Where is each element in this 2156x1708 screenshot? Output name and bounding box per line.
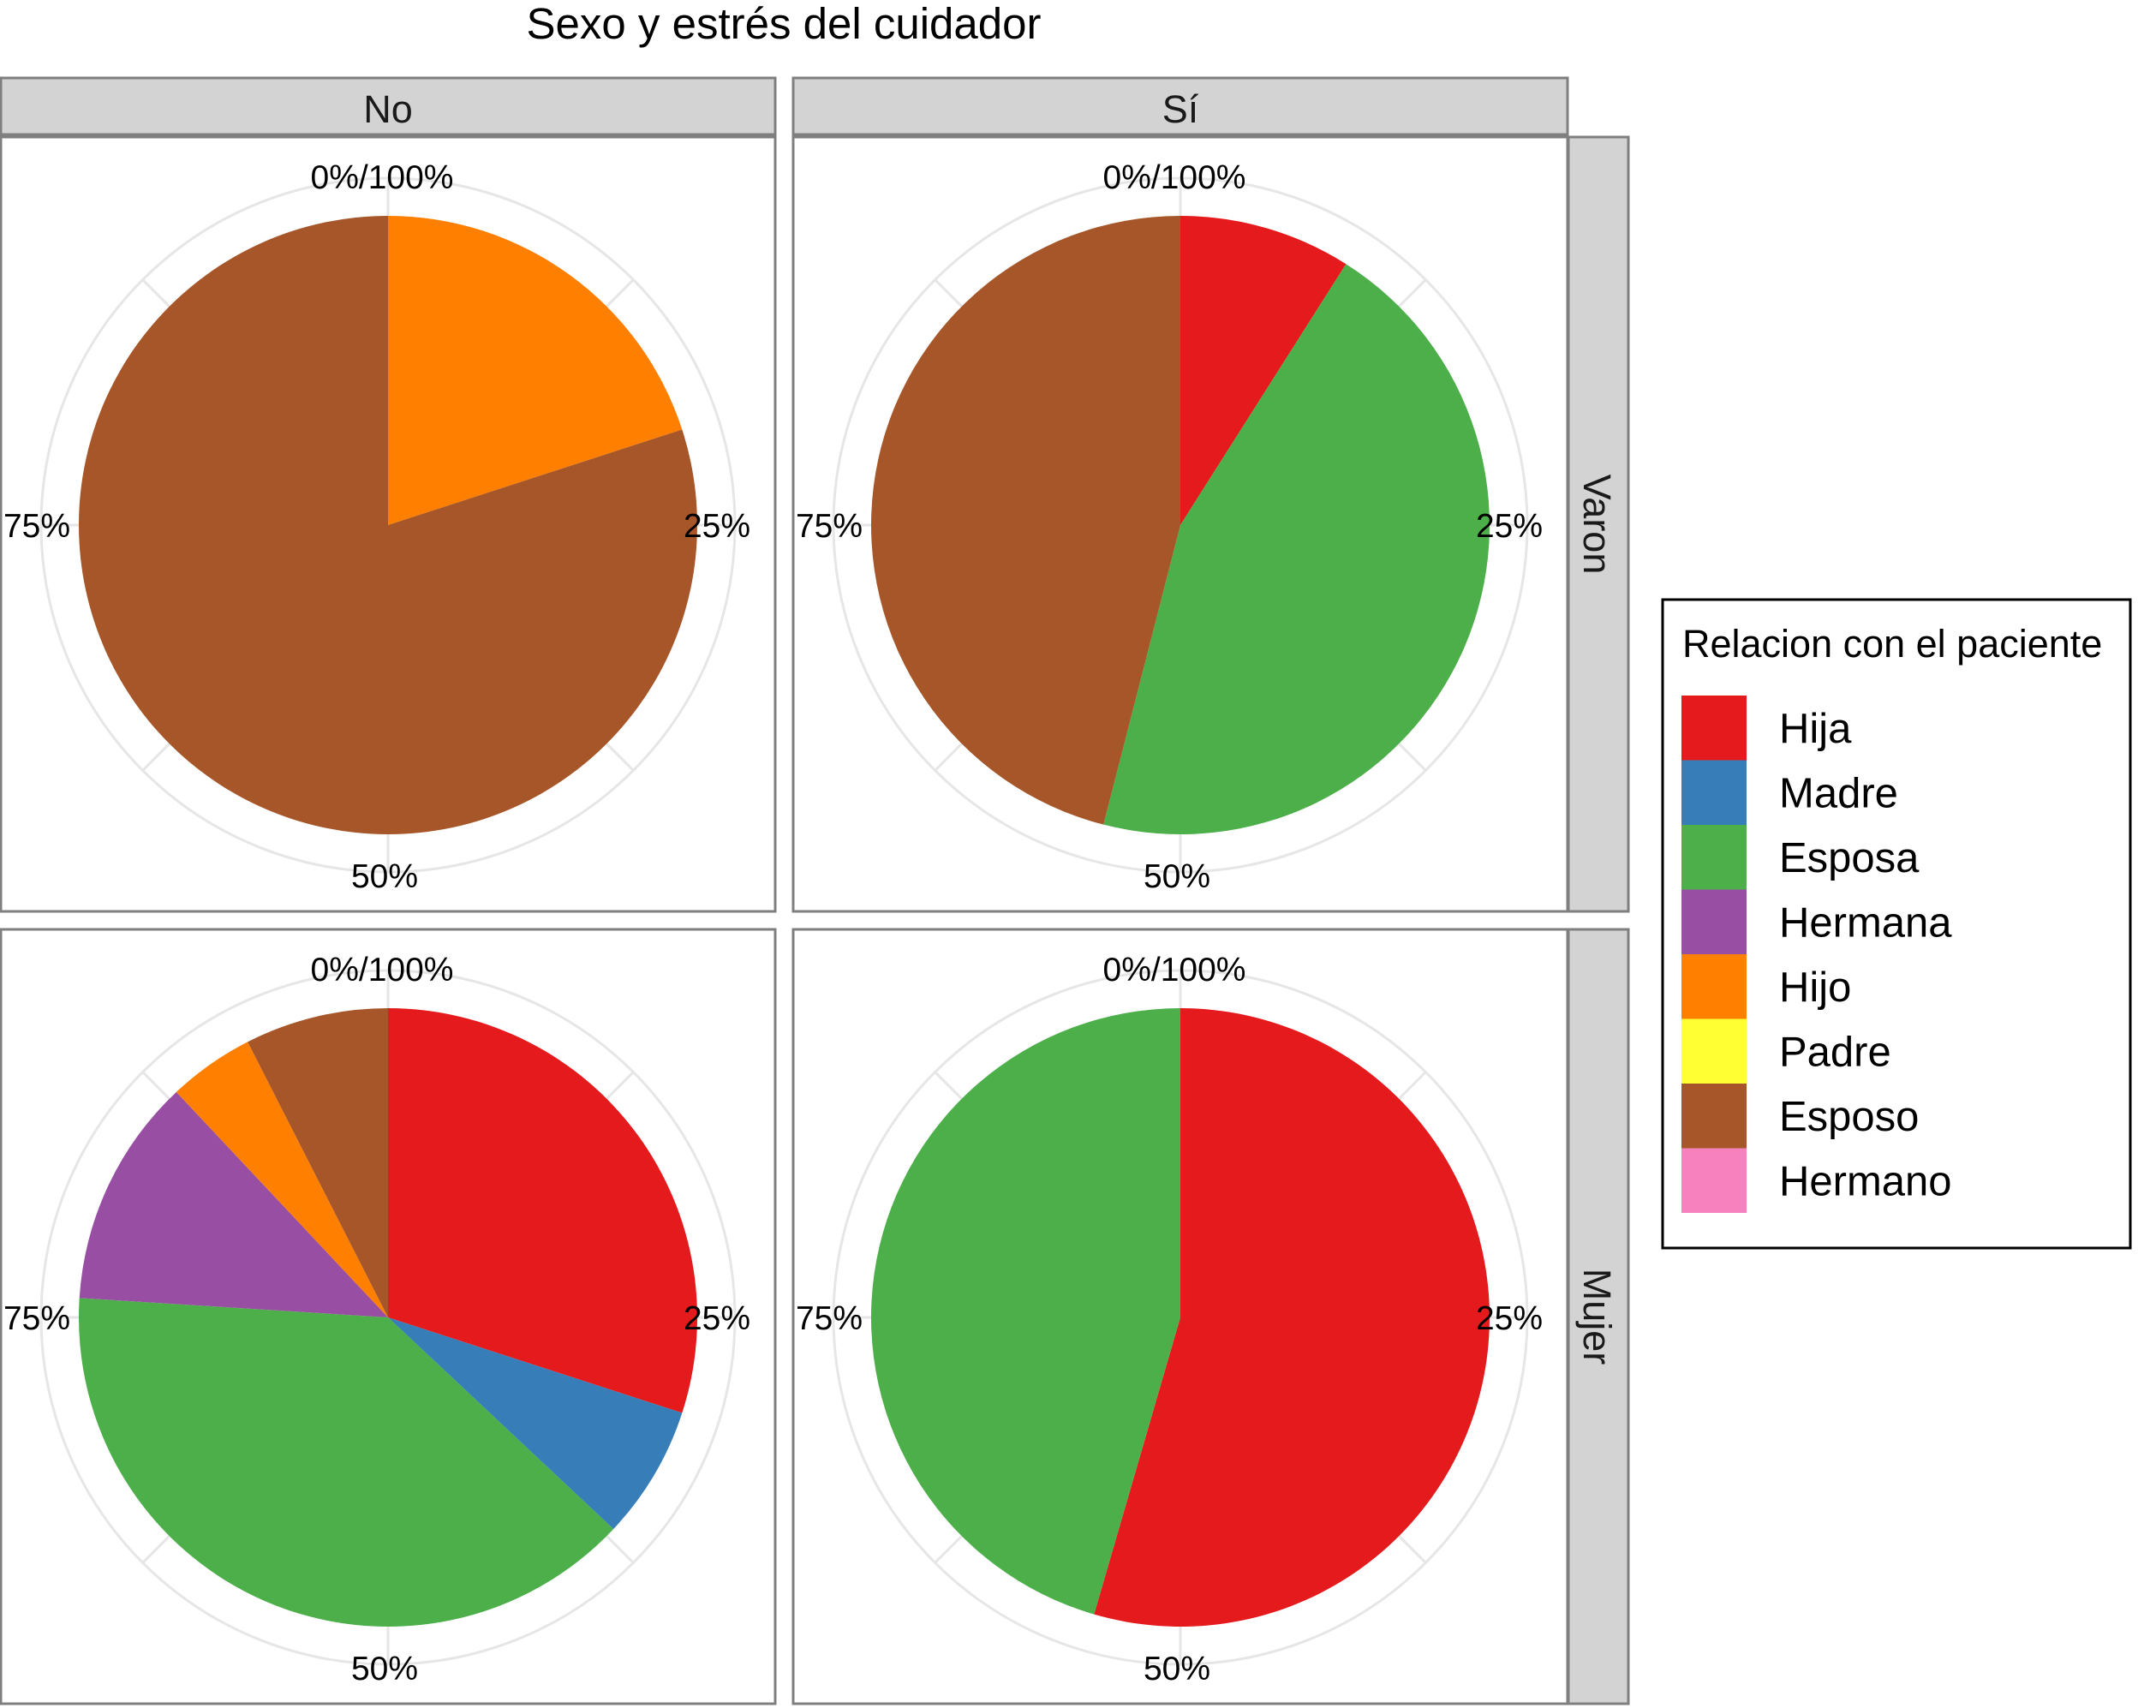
legend-label-hija: Hija (1779, 706, 1852, 752)
legend-label-hijo: Hijo (1779, 964, 1851, 1011)
column-strip-label-si: Sí (1162, 87, 1199, 131)
legend-label-madre: Madre (1779, 771, 1898, 817)
legend-key-madre (1681, 760, 1747, 825)
column-strip-no (0, 76, 777, 136)
slice-esposa-no-mujer (78, 1298, 614, 1627)
legend-key-padre (1681, 1018, 1747, 1084)
panel-border-no-varon (0, 135, 777, 913)
pie-panel-si-varon: 0%/100% 25% 50% 75% (791, 135, 1569, 913)
row-strip-label-varon: Varon (1575, 475, 1619, 575)
column-strip-label-no: No (363, 87, 413, 131)
legend-key-esposo (1681, 1084, 1747, 1149)
column-strip-si (791, 76, 1569, 136)
slice-hijo-no-varon (388, 216, 683, 525)
slice-esposa-si-varon (1103, 264, 1490, 835)
panel-border-si-mujer (791, 928, 1569, 1705)
slice-hija-no-mujer (388, 1008, 698, 1413)
angle-tick-label-25-si-mujer: 25% (1476, 1300, 1543, 1337)
slice-madre-no-mujer (388, 1317, 683, 1530)
panel-border-no-mujer (0, 928, 777, 1705)
legend-key-esposa (1681, 825, 1747, 890)
angle-tick-label-75-si-varon: 75% (796, 508, 863, 545)
angle-tick-label-50-no-varon: 50% (351, 858, 418, 895)
legend-label-hermano: Hermano (1779, 1159, 1952, 1205)
legend-label-esposo: Esposo (1779, 1094, 1919, 1140)
legend-key-hermana (1681, 889, 1747, 954)
slice-hija-si-mujer (1094, 1008, 1490, 1627)
legend: Relacion con el paciente Hija Madre Esposa… (1661, 598, 2132, 1250)
legend-label-hermana: Hermana (1779, 900, 1952, 947)
legend-key-hermano (1681, 1148, 1747, 1213)
chart-title: Sexo y estrés del cuidador (527, 0, 1042, 48)
angle-tick-label-75-no-mujer: 75% (3, 1300, 70, 1337)
legend-label-padre: Padre (1779, 1030, 1891, 1076)
angle-tick-label-0-100-no-mujer: 0%/100% (311, 952, 454, 988)
angle-tick-label-0-100-si-mujer: 0%/100% (1103, 952, 1246, 988)
slice-esposo-no-varon (79, 216, 698, 834)
angle-tick-label-0-100-si-varon: 0%/100% (1103, 159, 1246, 196)
row-strip-varon (1567, 135, 1630, 913)
row-strip-mujer (1567, 928, 1630, 1705)
angle-tick-label-75-no-varon: 75% (3, 508, 70, 545)
legend-key-hija (1681, 696, 1747, 761)
angle-tick-label-50-no-mujer: 50% (351, 1651, 418, 1687)
slice-hija-si-varon (1180, 216, 1347, 525)
legend-title: Relacion con el paciente (1682, 622, 2102, 666)
slice-esposo-si-varon (870, 215, 1180, 825)
angle-tick-label-50-si-varon: 50% (1144, 858, 1210, 895)
slice-esposo-no-mujer (248, 1008, 388, 1317)
legend-key-hijo (1681, 954, 1747, 1019)
angle-tick-label-25-no-varon: 25% (684, 508, 750, 545)
slice-hermana-no-mujer (79, 1091, 389, 1317)
angle-tick-label-0-100-no-varon: 0%/100% (311, 159, 454, 196)
angle-tick-label-75-si-mujer: 75% (796, 1300, 863, 1337)
row-strip-label-mujer: Mujer (1575, 1269, 1619, 1365)
angle-tick-label-25-si-varon: 25% (1476, 508, 1543, 545)
panel-border-si-varon (791, 135, 1569, 913)
slice-esposa-si-mujer (870, 1008, 1180, 1615)
angle-tick-label-50-si-mujer: 50% (1144, 1651, 1210, 1687)
slice-hijo-no-mujer (176, 1042, 388, 1317)
angle-tick-label-25-no-mujer: 25% (684, 1300, 750, 1337)
pie-panel-no-mujer: 0%/100% 25% 50% 75% (0, 928, 777, 1705)
pie-panel-no-varon: 0%/100% 25% 50% 75% (0, 135, 777, 913)
pie-panel-si-mujer: 0%/100% 25% 50% 75% (791, 928, 1569, 1705)
legend-label-esposa: Esposa (1779, 835, 1920, 881)
